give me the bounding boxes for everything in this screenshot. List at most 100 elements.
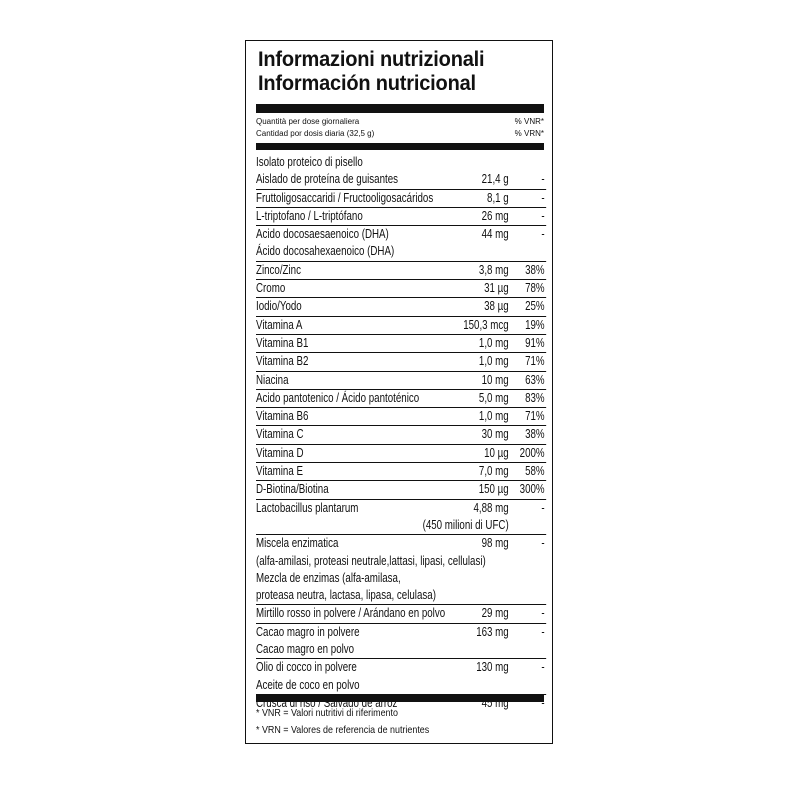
amount: 7,0 mg (478, 464, 509, 479)
title-italian: Informazioni nutrizionali (258, 47, 485, 71)
amount: 29 mg (481, 606, 509, 621)
row-line: Vitamina E 7,0 mg 58% (256, 463, 546, 480)
percent-reference: 19% (525, 317, 545, 332)
nutrient-name: Mirtillo rosso in polvere / Arándano en … (256, 606, 446, 621)
table-row: Vitamina B2 1,0 mg 71% (256, 353, 547, 372)
row-line: Acido docosaesaenoico (DHA) 44 mg - (256, 226, 546, 243)
row-line: Ácido docosahexaenoico (DHA) (256, 243, 546, 260)
nutrient-name: Vitamina A (256, 317, 303, 332)
footnote-vnr: * VNR = Valori nutritivi di riferimento (256, 707, 398, 719)
amount: 163 mg (476, 624, 509, 639)
nutrient-name: Aislado de proteína de guisantes (256, 172, 399, 187)
row-line: (alfa-amilasi, proteasi neutrale,lattasi… (256, 553, 546, 570)
nutrient-name: Vitamina B6 (256, 409, 309, 424)
row-line: Zinco/Zinc 3,8 mg 38% (256, 262, 546, 279)
row-line: Mezcla de enzimas (alfa-amilasa, (256, 570, 546, 587)
quantity-label-italian: Quantità per dose giornaliera (256, 117, 360, 126)
nutrient-name: (alfa-amilasi, proteasi neutrale,lattasi… (256, 553, 486, 568)
row-line: Vitamina B6 1,0 mg 71% (256, 408, 546, 425)
header-row-spanish: Cantidad por dosis diaria (32,5 g) % VRN… (256, 128, 544, 140)
amount: 8,1 g (487, 190, 509, 205)
percent-reference: 25% (525, 299, 545, 314)
amount: 5,0 mg (478, 390, 509, 405)
row-line: Iodio/Yodo 38 µg 25% (256, 298, 546, 315)
vnr-label: % VNR* (514, 117, 544, 126)
amount: 130 mg (476, 660, 509, 675)
nutrient-name: Cacao magro en polvo (256, 642, 355, 657)
row-line: Lactobacillus plantarum 4,88 mg - (256, 500, 546, 517)
nutrient-name: Cacao magro in polvere (256, 624, 360, 639)
percent-reference: - (541, 227, 545, 242)
amount: 4,88 mg (473, 500, 509, 515)
divider-thick (256, 694, 544, 702)
nutrient-name: Ácido docosahexaenoico (DHA) (256, 244, 395, 259)
row-line: Cromo 31 µg 78% (256, 280, 546, 297)
title-spanish: Información nutricional (258, 71, 476, 95)
amount: 31 µg (484, 281, 509, 296)
vrn-label: % VRN* (514, 129, 544, 138)
table-row: Isolato proteico di pisello Aislado de pr… (256, 154, 547, 190)
nutrition-label: Informazioni nutrizionali Información nu… (245, 40, 553, 744)
table-row: Vitamina D 10 µg 200% (256, 445, 547, 464)
amount: 1,0 mg (478, 354, 509, 369)
table-row: Vitamina B6 1,0 mg 71% (256, 408, 547, 427)
amount: 38 µg (484, 299, 509, 314)
row-line: Cacao magro in polvere 163 mg - (256, 624, 546, 641)
percent-reference: 38% (525, 427, 545, 442)
percent-reference: 78% (525, 281, 545, 296)
amount: (450 milioni di UFC) (422, 517, 509, 532)
amount: 10 µg (484, 445, 509, 460)
amount: 26 mg (481, 208, 509, 223)
row-line: Vitamina B1 1,0 mg 91% (256, 335, 546, 352)
quantity-label-spanish: Cantidad por dosis diaria (32,5 g) (256, 129, 375, 138)
percent-reference: 38% (525, 262, 545, 277)
row-line: Vitamina C 30 mg 38% (256, 426, 546, 443)
table-row: Iodio/Yodo 38 µg 25% (256, 298, 547, 317)
nutrient-name: Isolato proteico di pisello (256, 155, 363, 169)
nutrient-name: Acido docosaesaenoico (DHA) (256, 227, 389, 242)
header-row-italian: Quantità per dose giornaliera % VNR* (256, 116, 544, 128)
row-line: Mirtillo rosso in polvere / Arándano en … (256, 605, 546, 622)
row-line: Fruttoligosaccaridi / Fructooligosacárid… (256, 190, 546, 207)
percent-reference: - (541, 536, 545, 551)
nutrient-name: Niacina (256, 372, 289, 387)
percent-reference: 63% (525, 372, 545, 387)
table-row: Vitamina E 7,0 mg 58% (256, 463, 547, 482)
table-row: D-Biotina/Biotina 150 µg 300% (256, 481, 547, 500)
percent-reference: 300% (519, 482, 545, 497)
nutrient-name: Lactobacillus plantarum (256, 500, 359, 515)
row-line: Acido pantotenico / Ácido pantoténico 5,0… (256, 390, 546, 407)
row-line: Isolato proteico di pisello (256, 154, 546, 171)
nutrient-name: D-Biotina/Biotina (256, 482, 329, 497)
table-row: Olio di cocco in polvere 130 mg - Aceite de… (256, 659, 547, 695)
row-line: Vitamina A 150,3 mcg 19% (256, 317, 546, 334)
percent-reference: - (541, 695, 545, 710)
nutrient-name: L-triptofano / L-triptófano (256, 208, 363, 223)
amount: 3,8 mg (478, 262, 509, 277)
row-line: Vitamina D 10 µg 200% (256, 445, 546, 462)
nutrient-name: Miscela enzimatica (256, 536, 339, 551)
percent-reference: 91% (525, 335, 545, 350)
percent-reference: 83% (525, 390, 545, 405)
table-row: L-triptofano / L-triptófano 26 mg - (256, 208, 547, 227)
amount: 44 mg (481, 227, 509, 242)
nutrient-name: Cromo (256, 281, 286, 296)
percent-reference: 58% (525, 464, 545, 479)
nutrient-name: Acido pantotenico / Ácido pantoténico (256, 390, 420, 405)
nutrient-name: Vitamina E (256, 464, 303, 479)
amount: 10 mg (481, 372, 509, 387)
nutrient-name: Mezcla de enzimas (alfa-amilasa, (256, 570, 401, 585)
amount: 1,0 mg (478, 409, 509, 424)
table-row: Fruttoligosaccaridi / Fructooligosacárid… (256, 190, 547, 208)
nutrient-name: Zinco/Zinc (256, 262, 301, 277)
row-line: Miscela enzimatica 98 mg - (256, 535, 546, 552)
amount: 150 µg (478, 482, 509, 497)
amount: 30 mg (481, 427, 509, 442)
table-row: Cacao magro in polvere 163 mg - Cacao magro… (256, 624, 547, 660)
row-line: (450 milioni di UFC) (256, 517, 546, 534)
row-line: Niacina 10 mg 63% (256, 372, 546, 389)
percent-reference: - (541, 660, 545, 675)
row-line: Aislado de proteína de guisantes 21,4 g - (256, 171, 546, 188)
amount: 21,4 g (481, 172, 509, 187)
table-row: Zinco/Zinc 3,8 mg 38% (256, 262, 547, 281)
